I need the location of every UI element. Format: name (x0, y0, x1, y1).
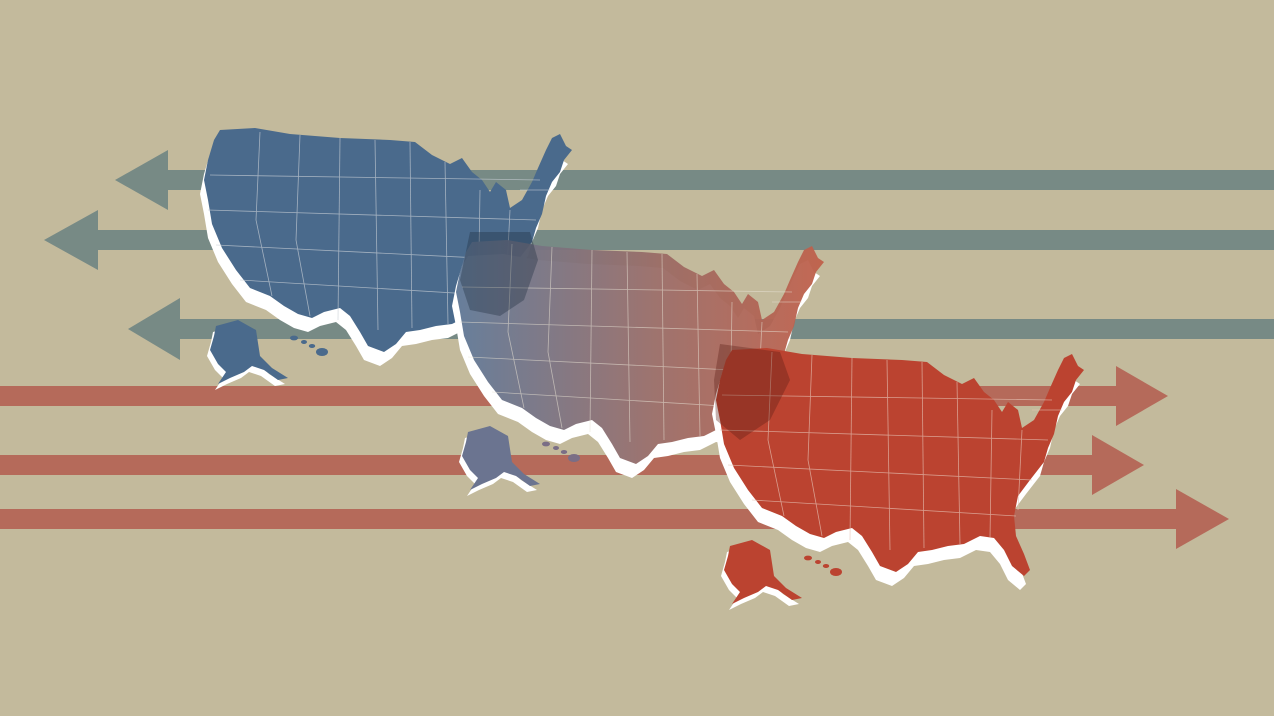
overlap-shading (460, 232, 790, 440)
right-arrow-bottom (0, 489, 1229, 549)
